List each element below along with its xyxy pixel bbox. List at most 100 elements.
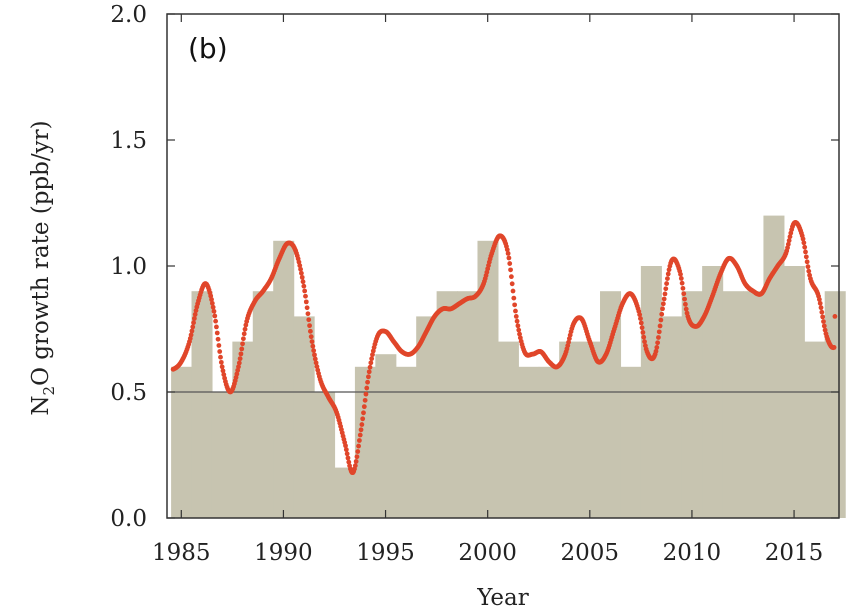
line-point	[305, 311, 311, 317]
line-point	[237, 356, 243, 362]
line-point	[819, 309, 825, 315]
line-point	[665, 276, 670, 281]
line-point	[241, 331, 247, 337]
line-point	[240, 336, 246, 342]
line-point	[346, 459, 352, 465]
line-point	[302, 288, 308, 294]
line-point	[800, 236, 806, 242]
line-point	[303, 299, 309, 305]
line-point	[352, 463, 358, 469]
line-point	[240, 341, 245, 347]
bar	[559, 341, 581, 518]
line-point	[818, 305, 824, 311]
x-tick-label: 2015	[765, 540, 824, 566]
line-point	[515, 323, 521, 329]
panel-label: (b)	[188, 32, 228, 65]
line-point	[368, 360, 374, 366]
line-point	[213, 318, 219, 324]
line-point	[817, 300, 823, 306]
line-point	[212, 313, 218, 319]
bar-series	[171, 215, 846, 519]
bar	[497, 341, 519, 518]
line-point	[343, 447, 349, 453]
y-axis-title-rest: O growth rate (ppb/yr)	[28, 120, 54, 386]
line-point	[191, 320, 196, 326]
line-point	[313, 360, 319, 366]
line-point	[801, 240, 807, 246]
line-point	[357, 438, 362, 443]
bar	[395, 366, 417, 518]
bar	[252, 291, 274, 518]
bar	[804, 341, 826, 518]
line-point	[831, 345, 837, 350]
line-point	[216, 343, 222, 348]
x-axis-ticks: 1985 1990 1995 2000 2005 2010 2015	[152, 14, 823, 566]
line-point	[355, 449, 361, 454]
line-point	[683, 306, 689, 312]
bar	[579, 341, 601, 518]
line-point	[664, 281, 670, 286]
line-point	[678, 276, 684, 281]
bar	[354, 366, 376, 518]
line-point	[218, 359, 224, 365]
line-point	[190, 324, 196, 330]
line-point	[661, 296, 667, 302]
x-tick-label: 1985	[152, 540, 211, 566]
y-axis-title-subscript: 2	[40, 386, 58, 396]
line-point	[640, 330, 646, 335]
line-point	[359, 422, 365, 427]
line-point	[802, 244, 808, 250]
line-point	[308, 334, 314, 340]
line-point	[832, 314, 838, 319]
line-point	[234, 371, 240, 377]
line-point	[507, 261, 513, 266]
line-point	[785, 241, 791, 247]
y-tick-label: 1.0	[110, 254, 147, 280]
line-point	[660, 306, 665, 312]
bar	[171, 366, 193, 518]
line-point	[787, 234, 793, 240]
line-point	[508, 274, 514, 280]
y-tick-label: 1.5	[110, 128, 147, 154]
line-point	[657, 323, 663, 329]
line-point	[369, 356, 375, 362]
y-axis-title: N2O growth rate (ppb/yr)	[28, 120, 58, 415]
line-point	[509, 281, 515, 287]
line-point	[214, 330, 220, 336]
x-tick-label: 1990	[254, 540, 313, 566]
line-point	[353, 459, 359, 464]
line-point	[516, 327, 522, 333]
line-point	[641, 334, 647, 340]
line-point	[187, 336, 193, 341]
line-series	[170, 220, 838, 476]
line-point	[803, 254, 809, 260]
line-point	[209, 300, 215, 306]
line-point	[803, 249, 808, 255]
line-point	[366, 369, 372, 375]
line-point	[192, 312, 198, 317]
y-tick-label: 2.0	[110, 2, 147, 28]
line-point	[220, 368, 226, 374]
bar	[211, 392, 233, 518]
line-point	[191, 316, 197, 321]
line-point	[683, 301, 688, 307]
line-point	[517, 331, 522, 337]
line-point	[312, 356, 318, 362]
line-point	[660, 301, 666, 307]
line-point	[804, 259, 810, 265]
line-point	[242, 326, 248, 332]
line-point	[215, 336, 221, 342]
line-point	[637, 312, 643, 318]
line-point	[680, 285, 686, 291]
line-point	[504, 247, 510, 253]
line-point	[655, 340, 661, 346]
line-point	[820, 314, 826, 320]
line-point	[681, 291, 687, 297]
line-point	[362, 397, 368, 403]
y-tick-label: 0.5	[110, 380, 147, 406]
line-point	[370, 352, 375, 358]
line-point	[345, 455, 351, 461]
line-point	[354, 454, 360, 460]
y-axis-ticks: 0.0 0.5 1.0 1.5 2.0	[110, 2, 839, 532]
bar	[232, 341, 254, 518]
